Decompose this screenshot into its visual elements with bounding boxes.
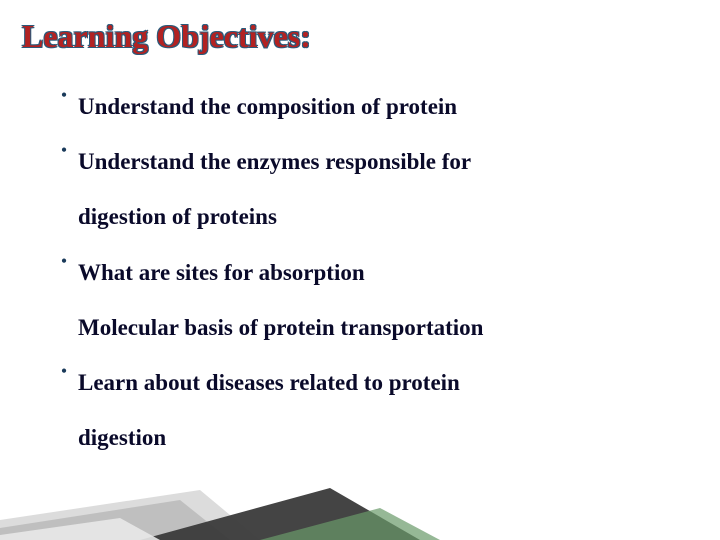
item-text: Molecular basis of protein transportatio… (78, 300, 483, 355)
slide-content: • Understand the composition of protein … (50, 79, 690, 465)
item-text: Learn about diseases related to protein (78, 355, 460, 410)
bullet-icon: • (50, 355, 78, 382)
list-item: • Understand the enzymes responsible for (50, 134, 690, 189)
list-item: Molecular basis of protein transportatio… (50, 300, 690, 355)
slide-title: Learning Objectives: (22, 18, 720, 55)
list-item: digestion of proteins (50, 189, 690, 244)
slide-container: Learning Objectives: • Understand the co… (0, 0, 720, 540)
item-text: Understand the enzymes responsible for (78, 134, 471, 189)
item-text: What are sites for absorption (78, 245, 365, 300)
bullet-icon: • (50, 245, 78, 272)
bullet-icon: • (50, 134, 78, 161)
bullet-icon: • (50, 79, 78, 106)
item-text: digestion (78, 410, 166, 465)
item-text: digestion of proteins (78, 189, 277, 244)
list-item: • Learn about diseases related to protei… (50, 355, 690, 410)
list-item: digestion (50, 410, 690, 465)
list-item: • What are sites for absorption (50, 245, 690, 300)
item-text: Understand the composition of protein (78, 79, 457, 134)
list-item: • Understand the composition of protein (50, 79, 690, 134)
footer-decoration (0, 480, 720, 540)
